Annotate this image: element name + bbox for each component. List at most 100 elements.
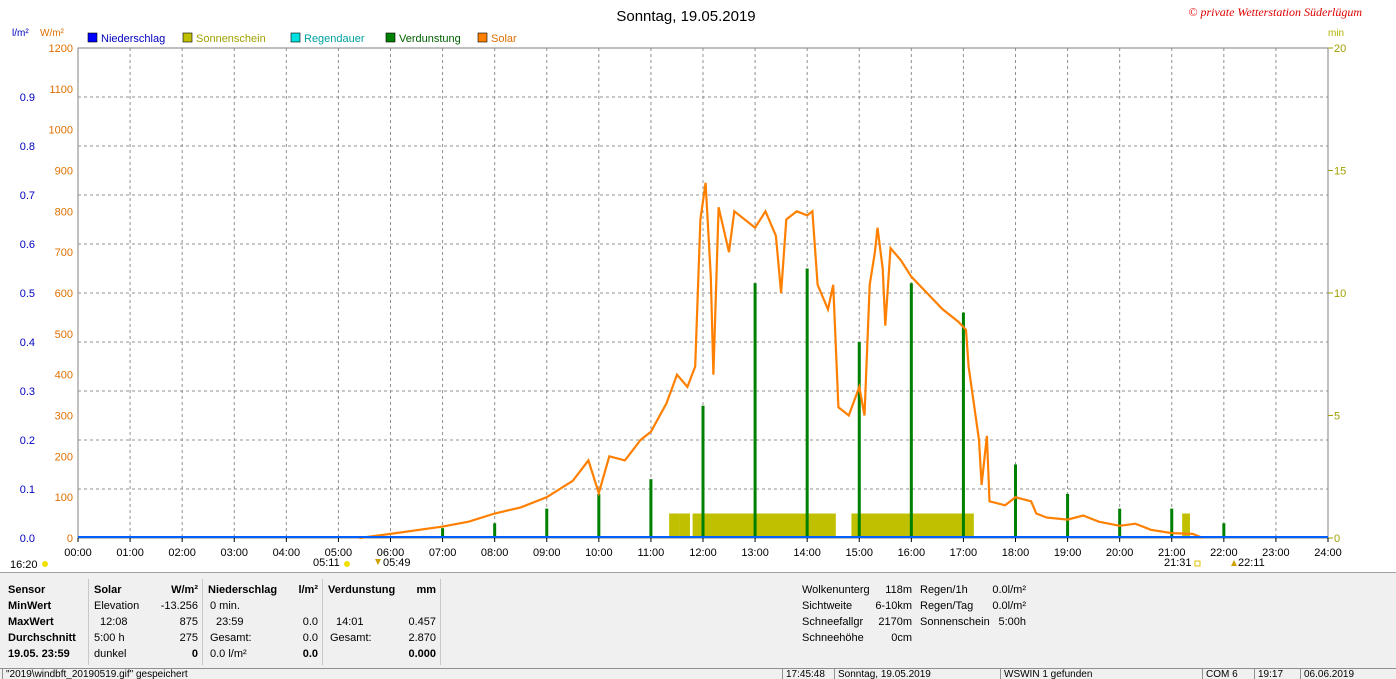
solar-avg-label: 5:00 h	[94, 632, 125, 644]
x-tick-label: 02:00	[168, 547, 196, 559]
evap-now-value: 0.000	[408, 648, 436, 660]
rain-tick-label: 0.2	[20, 435, 35, 447]
solar-tick-label: 300	[55, 411, 73, 423]
rain-total-value: 0.0	[302, 632, 318, 644]
status-bar: "2019\windbft_20190519.gif" gespeichert …	[0, 668, 1396, 679]
rain-tick-label: 0.3	[20, 386, 35, 398]
evaporation-bar	[441, 528, 445, 538]
evaporation-bar	[753, 283, 757, 538]
rain-tick-label: 0.8	[20, 141, 35, 153]
snowfall-limit-label: Schneefallgr	[802, 616, 864, 628]
x-ticks: 00:00 01:00 02:00 03:00 04:00 05:00 06:00 07:00…	[64, 538, 1342, 559]
right-unit: min	[1328, 28, 1344, 39]
evaporation-bar	[805, 268, 809, 538]
evaporation-bar	[701, 405, 705, 538]
x-tick-label: 12:00	[689, 547, 717, 559]
solar-tick-label: 200	[55, 451, 73, 463]
rain-day-label: Regen/Tag	[920, 600, 974, 612]
x-tick-label: 08:00	[481, 547, 509, 559]
evap-max-time: 14:01	[336, 616, 364, 628]
solar-unit: W/m²	[171, 584, 198, 596]
solar-tick-label: 500	[55, 329, 73, 341]
evaporation-bar	[1118, 508, 1122, 538]
cloud-base-label: Wolkenunterg	[802, 584, 870, 596]
minutes-tick-label: 0	[1334, 533, 1340, 545]
sunrise-icon	[344, 561, 350, 567]
row-max-label: MaxWert	[8, 616, 54, 628]
x-tick-label: 11:00	[638, 547, 665, 559]
legend-label: Regendauer	[304, 33, 365, 45]
evaporation-bar	[1170, 508, 1174, 538]
solar-max-value: 875	[179, 616, 198, 628]
chart-title: Sonntag, 19.05.2019	[616, 8, 755, 25]
rain-tick-label: 0.7	[20, 190, 35, 202]
rain-unit: l/m²	[298, 584, 318, 596]
status-com: COM 6	[1202, 669, 1238, 679]
status-wswin: WSWIN 1 gefunden	[1000, 669, 1092, 679]
rain-max-time: 23:59	[216, 616, 244, 628]
evaporation-bar	[1014, 464, 1017, 538]
solar-tick-label: 400	[55, 370, 73, 382]
evaporation-bar	[597, 493, 601, 538]
cloud-base-value: 118m	[885, 584, 912, 596]
left2-unit: W/m²	[40, 28, 65, 39]
sunshine-value: 5:00h	[998, 616, 1026, 628]
x-tick-label: 03:00	[220, 547, 248, 559]
x-tick-label: 10:00	[585, 547, 613, 559]
rain-header: Niederschlag	[208, 584, 278, 596]
rain-tick-label: 0.9	[20, 92, 35, 104]
rain-tick-label: 0.4	[20, 337, 35, 349]
rain-tick-label: 0.0	[20, 533, 35, 545]
x-tick-label: 24:00	[1314, 547, 1342, 559]
sensor-header: Sensor	[8, 584, 46, 596]
solar-header: Solar	[94, 584, 122, 596]
x-tick-label: 00:00	[64, 547, 92, 559]
minutes-tick-label: 5	[1334, 411, 1340, 423]
x-tick-label: 19:00	[1054, 547, 1082, 559]
sunshine-bar	[669, 513, 680, 538]
evap-column: Verdunstung mm 14:01 0.457 Gesamt: 2.870…	[324, 579, 441, 665]
x-tick-label: 05:00	[325, 547, 353, 559]
legend-label: Sonnenschein	[196, 33, 266, 45]
row-min-label: MinWert	[8, 600, 52, 612]
legend-swatch	[385, 32, 396, 43]
x-tick-label: 13:00	[741, 547, 769, 559]
evaporation-bar	[545, 508, 549, 538]
x-tick-label: 22:00	[1210, 547, 1238, 559]
rain-max-value: 0.0	[302, 616, 318, 628]
sunrise-a-label: 05:11	[313, 557, 340, 569]
sun-marks: 16:20 05:11 05:49 21:31 22:11	[10, 557, 1265, 571]
evaporation-bar	[857, 342, 861, 538]
evap-header: Verdunstung	[328, 584, 396, 596]
left1-unit: l/m²	[12, 28, 29, 39]
evaporation-bar	[1066, 493, 1070, 538]
legend-swatch	[290, 32, 301, 43]
legend-swatch	[87, 32, 98, 43]
copyright-text: © private Wetterstation Süderlügum	[1188, 5, 1362, 19]
legend-swatch	[182, 32, 193, 43]
rain-now-value: 0.0	[302, 648, 318, 660]
status-date: Sonntag, 19.05.2019	[834, 669, 931, 679]
evap-total-label: Gesamt:	[330, 632, 372, 644]
evaporation-bar	[1222, 523, 1226, 538]
summary-panel: Sensor MinWert MaxWert Durchschnitt 19.0…	[0, 572, 1396, 679]
row-avg-label: Durchschnitt	[8, 632, 76, 644]
rain-tick-label: 0.5	[20, 288, 35, 300]
y-ticks: 0.00.10.20.30.40.50.60.70.80.90100200300…	[20, 43, 1347, 545]
moon-icon	[42, 561, 48, 567]
rain-1h-label: Regen/1h	[920, 584, 968, 596]
evaporation-bar	[649, 479, 653, 538]
snow-height-value: 0cm	[891, 632, 912, 644]
rain-1h-value: 0.0l/m²	[992, 584, 1026, 596]
legend-label: Verdunstung	[399, 33, 461, 45]
evap-total-value: 2.870	[408, 632, 436, 644]
solar-tick-label: 100	[55, 492, 73, 504]
status-time: 17:45:48	[782, 669, 825, 679]
snowfall-limit-value: 2170m	[878, 616, 912, 628]
x-tick-label: 17:00	[950, 547, 978, 559]
sunset-a-label: 21:31	[1164, 557, 1192, 569]
weather-chart: Sonntag, 19.05.2019 © private Wetterstat…	[10, 5, 1362, 571]
row-date-label: 19.05. 23:59	[8, 648, 70, 660]
sunset-icon	[1194, 560, 1201, 567]
rain-day-value: 0.0l/m²	[992, 600, 1026, 612]
